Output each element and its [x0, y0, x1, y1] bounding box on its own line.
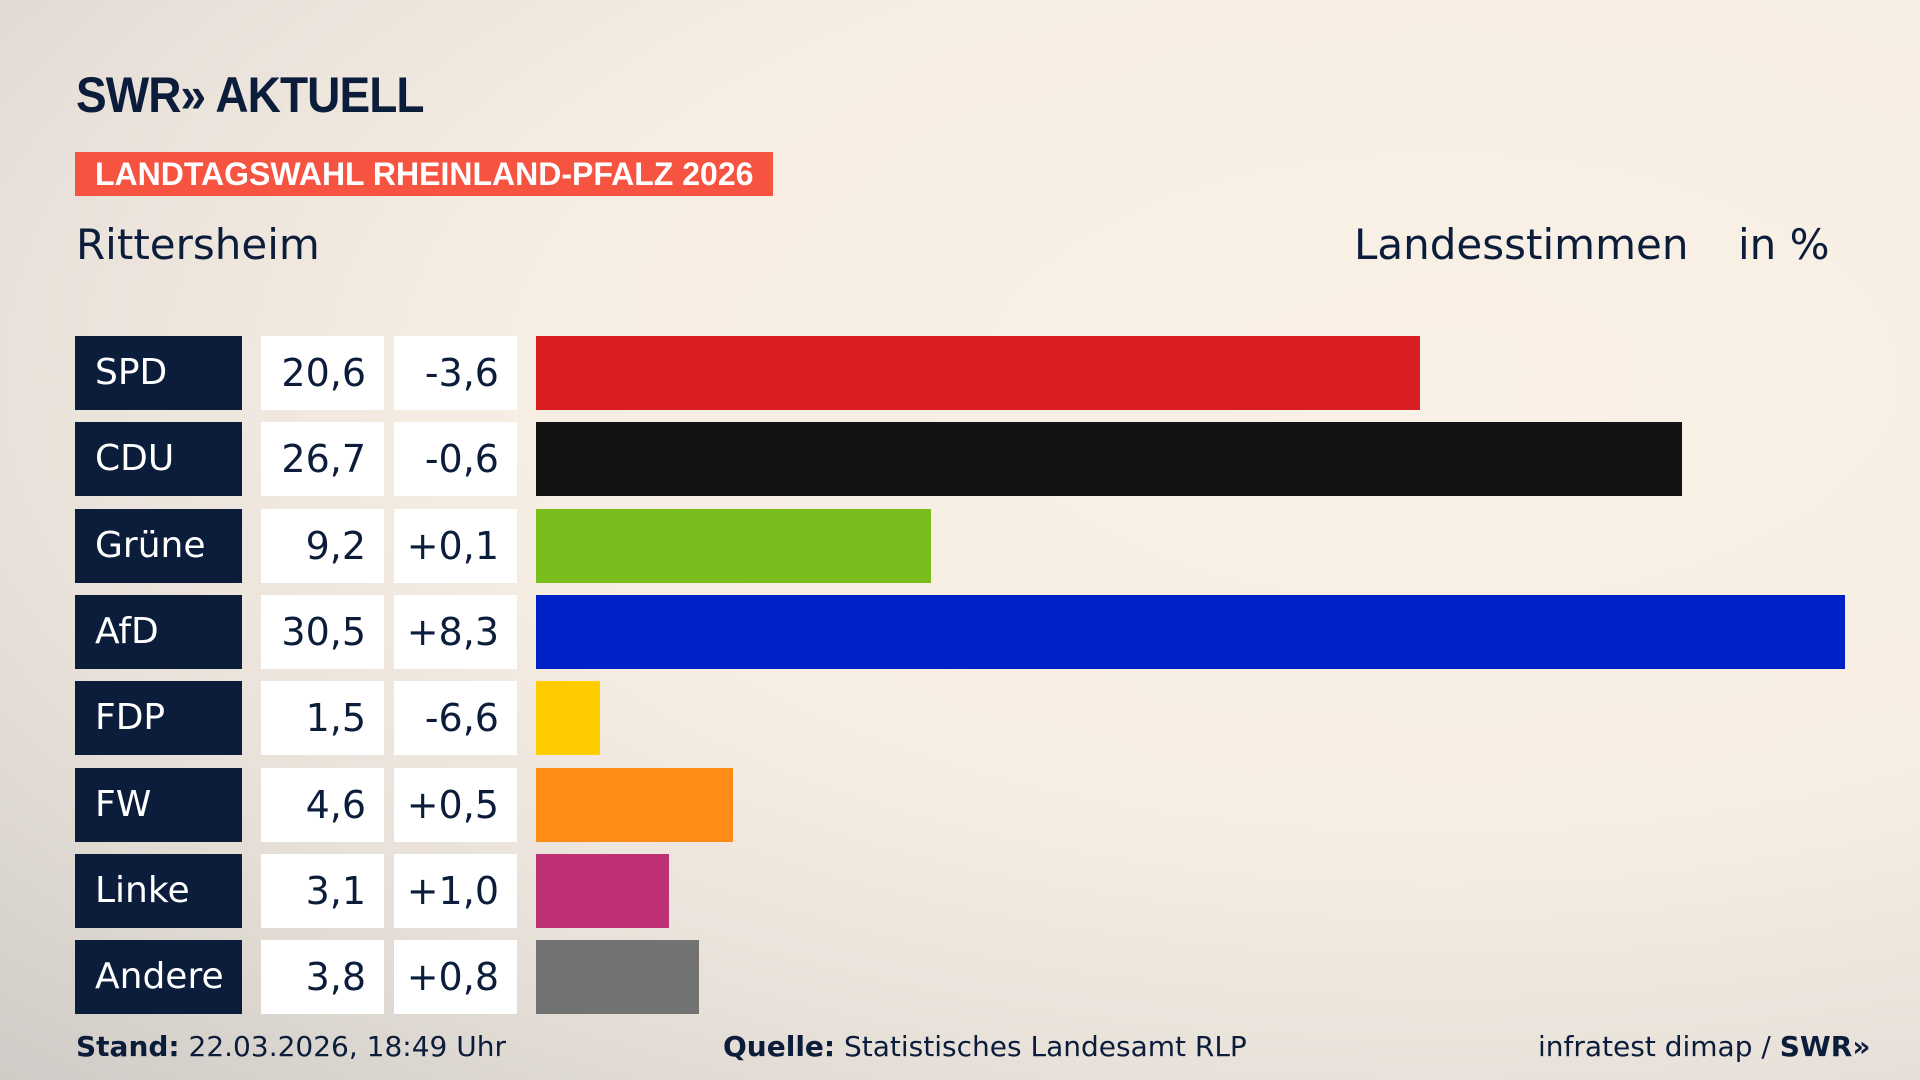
bar — [536, 336, 1421, 410]
diff-label: +0,5 — [394, 767, 517, 842]
swr-logo: SWR» — [1779, 1030, 1871, 1063]
value-label: 30,5 — [261, 594, 384, 669]
bar — [536, 508, 931, 583]
party-label: AfD — [75, 594, 242, 669]
diff-label: -6,6 — [394, 681, 517, 756]
diff-label: +1,0 — [394, 853, 517, 928]
unit-header: in % — [1738, 220, 1830, 269]
value-label: 9,2 — [261, 508, 384, 583]
diff-label: +0,1 — [394, 508, 517, 583]
swr-aktuell-logo: SWR» AKTUELL — [76, 67, 424, 123]
party-label: FDP — [75, 681, 242, 756]
value-label: 4,6 — [261, 767, 384, 842]
stand-label: Stand: — [76, 1030, 180, 1063]
bar — [536, 594, 1845, 669]
value-label: 1,5 — [261, 681, 384, 756]
bar — [536, 422, 1682, 497]
timestamp: Stand: 22.03.2026, 18:49 Uhr — [76, 1030, 506, 1063]
metric-header: Landesstimmen — [1354, 220, 1689, 269]
source-label: Quelle: — [723, 1030, 836, 1063]
party-label: Grüne — [75, 508, 242, 583]
election-banner: LANDTAGSWAHL RHEINLAND-PFALZ 2026 — [75, 152, 774, 196]
diff-label: -3,6 — [394, 336, 517, 410]
diff-label: +8,3 — [394, 594, 517, 669]
party-label: FW — [75, 767, 242, 842]
diff-label: +0,8 — [394, 940, 517, 1015]
bar — [536, 853, 670, 928]
source-value: Statistisches Landesamt RLP — [844, 1030, 1247, 1063]
credit-text: infratest dimap / — [1538, 1030, 1780, 1063]
value-label: 26,7 — [261, 422, 384, 497]
party-label: SPD — [75, 336, 242, 410]
party-label: CDU — [75, 422, 242, 497]
party-label: Linke — [75, 853, 242, 928]
bar — [536, 767, 734, 842]
diff-label: -0,6 — [394, 422, 517, 497]
value-label: 20,6 — [261, 336, 384, 410]
value-label: 3,8 — [261, 940, 384, 1015]
bar — [536, 681, 601, 756]
credit: infratest dimap / SWR» — [1538, 1030, 1870, 1063]
party-label: Andere — [75, 940, 242, 1015]
source: Quelle: Statistisches Landesamt RLP — [723, 1030, 1247, 1063]
value-label: 3,1 — [261, 853, 384, 928]
stand-value: 22.03.2026, 18:49 Uhr — [188, 1030, 506, 1063]
region-title: Rittersheim — [76, 220, 320, 269]
bar — [536, 940, 700, 1015]
